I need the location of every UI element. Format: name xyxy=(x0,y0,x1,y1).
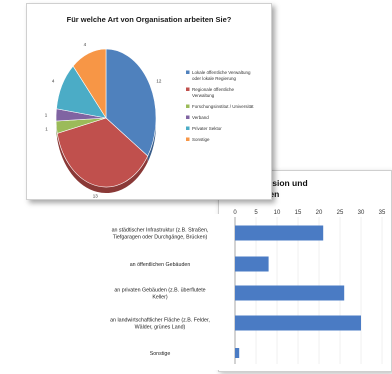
legend-entry: Verwaltung xyxy=(192,93,215,98)
legend-swatch xyxy=(186,87,190,91)
bar-chart-title-line-1: erosion und xyxy=(259,178,308,188)
legend-entry: Sonstige xyxy=(192,137,210,142)
pie-slice xyxy=(72,48,107,120)
pie-data-label: 13 xyxy=(93,194,99,199)
legend-swatch xyxy=(186,104,190,108)
pie-data-label: 12 xyxy=(156,79,162,84)
category-label: Tiefgaragen oder Durchgänge, Brücken) xyxy=(113,235,208,241)
category-label: an städtischer Infrastruktur (z.B. Straß… xyxy=(112,227,209,233)
x-tick-label: 5 xyxy=(254,210,258,216)
pie-chart-title: Für welche Art von Organisation arbeiten… xyxy=(67,15,232,24)
pie-data-label: 4 xyxy=(84,42,87,47)
x-tick-label: 25 xyxy=(337,210,344,216)
x-tick-label: 0 xyxy=(233,210,237,216)
pie-data-label: 4 xyxy=(52,79,55,84)
category-label: an privaten Gebäuden (z.B. überflutete xyxy=(114,287,205,293)
pie-chart: Für welche Art von Organisation arbeiten… xyxy=(45,15,254,199)
pie-data-label: 1 xyxy=(45,112,48,117)
legend-swatch xyxy=(186,115,190,119)
legend-swatch xyxy=(186,137,190,141)
x-tick-label: 20 xyxy=(316,210,323,216)
legend-entry: Lokale öffentliche Verwaltung xyxy=(192,70,251,75)
x-tick-label: 15 xyxy=(295,210,302,216)
category-label: Sonstige xyxy=(150,351,171,357)
category-label: an landwirtschaftlicher Fläche (z.B. Fel… xyxy=(110,317,210,323)
x-tick-label: 10 xyxy=(274,210,281,216)
legend-swatch xyxy=(186,126,190,130)
bar xyxy=(235,225,324,241)
pie-slice-side xyxy=(57,133,148,193)
legend-swatch xyxy=(186,70,190,74)
x-tick-label: 30 xyxy=(358,210,365,216)
x-tick-label: 35 xyxy=(379,210,386,216)
pie-data-label: 1 xyxy=(45,127,48,132)
bar-chart-card-left xyxy=(90,214,220,370)
pie-slice-side xyxy=(147,118,156,163)
bar xyxy=(235,315,361,331)
category-label: an öffentlichen Gebäuden xyxy=(130,262,191,268)
bar xyxy=(235,285,345,301)
bar xyxy=(235,256,269,272)
pie-slice xyxy=(56,117,149,188)
category-label: Keller) xyxy=(152,295,168,301)
legend-entry: Forschungsinstitut / Universität xyxy=(192,104,254,109)
legend-entry: Regionale öffentliche xyxy=(192,87,234,92)
category-label: Wälder, grünes Land) xyxy=(135,325,186,331)
bar xyxy=(235,348,240,358)
legend-entry: Privater Sektor xyxy=(192,126,222,131)
pie-chart-card: Für welche Art von Organisation arbeiten… xyxy=(26,3,272,200)
legend-entry: oder lokale Regierung xyxy=(192,76,237,81)
legend-entry: Verband xyxy=(192,115,209,120)
